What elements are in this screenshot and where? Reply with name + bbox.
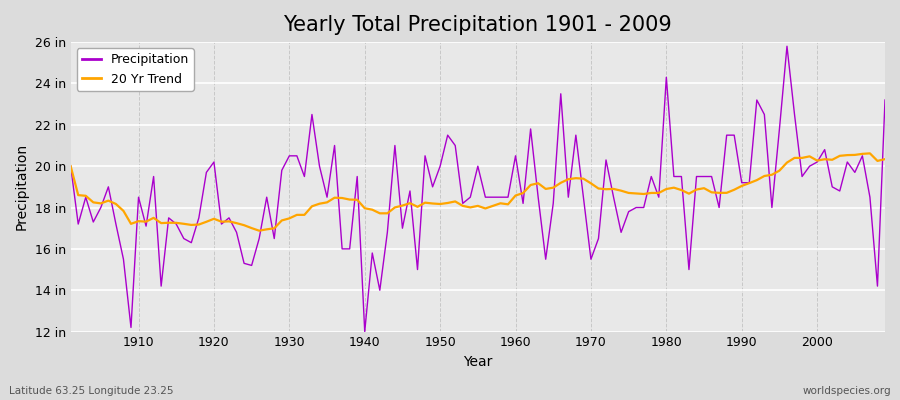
Legend: Precipitation, 20 Yr Trend: Precipitation, 20 Yr Trend bbox=[76, 48, 194, 91]
Text: worldspecies.org: worldspecies.org bbox=[803, 386, 891, 396]
Text: Latitude 63.25 Longitude 23.25: Latitude 63.25 Longitude 23.25 bbox=[9, 386, 174, 396]
X-axis label: Year: Year bbox=[464, 355, 492, 369]
Y-axis label: Precipitation: Precipitation bbox=[15, 143, 29, 230]
Title: Yearly Total Precipitation 1901 - 2009: Yearly Total Precipitation 1901 - 2009 bbox=[284, 15, 672, 35]
